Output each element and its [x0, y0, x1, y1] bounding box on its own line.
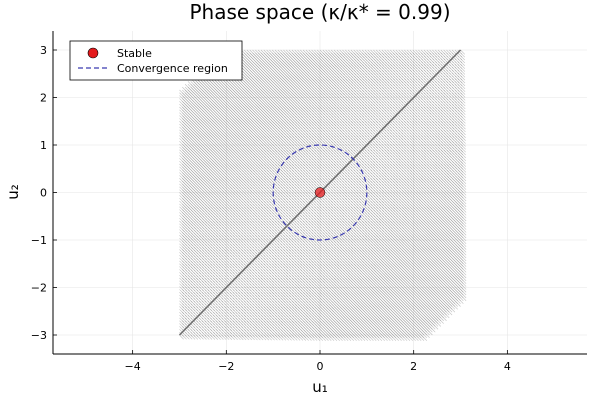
vector-arrow [252, 334, 258, 341]
vector-arrow [196, 334, 201, 340]
vector-arrow [288, 334, 295, 341]
vector-arrow [238, 334, 244, 341]
vector-arrow [297, 334, 304, 341]
vector-arrow [190, 334, 196, 340]
vector-arrow [201, 334, 207, 340]
vector-arrow [300, 334, 306, 341]
vector-arrow [182, 334, 187, 340]
vector-arrow [274, 334, 281, 341]
vector-arrow [198, 334, 204, 340]
chart-title: Phase space (κ/κ* = 0.99) [189, 0, 450, 24]
vector-arrow [184, 334, 190, 340]
vector-arrow [232, 334, 238, 341]
vector-arrow [266, 334, 272, 341]
vector-arrow [277, 334, 284, 341]
vector-arrow [319, 334, 326, 341]
vector-arrow [305, 334, 312, 341]
vector-arrow [210, 334, 216, 340]
vector-arrow [255, 334, 261, 341]
vector-arrow [272, 334, 278, 341]
vector-field [179, 49, 467, 341]
vector-arrow [213, 334, 218, 340]
vector-arrow [227, 334, 233, 340]
vector-arrow [286, 334, 292, 341]
vector-arrow [221, 334, 227, 340]
vector-arrow [280, 334, 287, 341]
vector-arrow [246, 334, 253, 341]
vector-arrow [224, 334, 230, 340]
vector-arrow [179, 334, 184, 340]
vector-arrow [291, 334, 298, 341]
vector-arrow [283, 334, 289, 341]
vector-arrow [263, 334, 270, 341]
vector-arrow [302, 334, 309, 341]
vector-arrow [235, 334, 241, 341]
vector-arrow [193, 334, 199, 340]
vector-arrow [241, 334, 247, 341]
vector-arrow [294, 334, 301, 341]
vector-arrow [229, 334, 235, 340]
vector-arrow [257, 334, 264, 341]
vector-arrow [215, 334, 221, 340]
vector-arrow [204, 334, 210, 340]
vector-arrow [218, 334, 224, 340]
vector-arrow [311, 334, 318, 341]
vector-arrow [308, 334, 315, 341]
vector-arrow [260, 334, 267, 341]
vector-arrow [314, 334, 321, 341]
vector-arrow [187, 334, 193, 340]
vector-arrow [269, 334, 275, 341]
vector-arrow [249, 334, 255, 341]
vector-arrow [243, 334, 250, 341]
vector-arrow [207, 334, 213, 340]
